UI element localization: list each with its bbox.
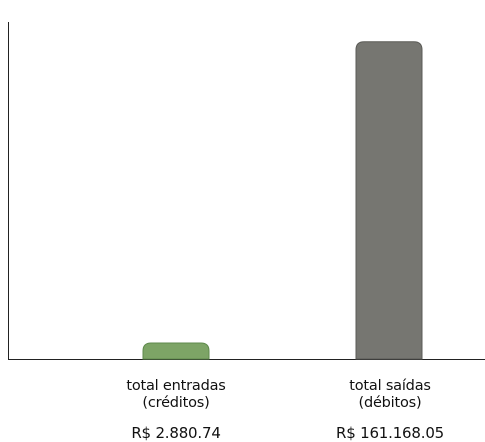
category-label-entradas: total entradas (créditos) [96, 378, 256, 412]
bar-total-saidas [355, 41, 423, 360]
category-label-entradas-line2: (créditos) [142, 395, 210, 411]
value-label-saidas: R$ 161.168.05 [335, 424, 445, 442]
category-label-saidas-line2: (débitos) [358, 395, 422, 411]
category-label-entradas-line1: total entradas [126, 378, 226, 394]
category-label-saidas-line1: total saídas [349, 378, 431, 394]
value-label-entradas: R$ 2.880.74 [131, 424, 221, 442]
bar-total-entradas [142, 342, 210, 360]
category-label-saidas: total saídas (débitos) [310, 378, 470, 412]
